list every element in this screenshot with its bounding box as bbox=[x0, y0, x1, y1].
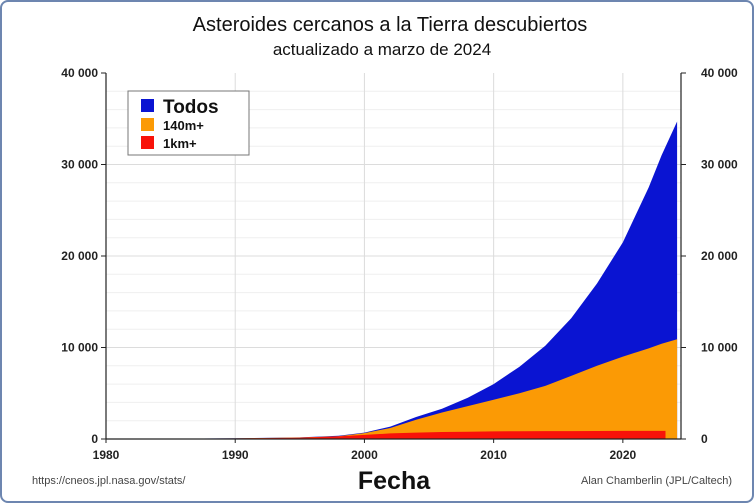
title-box bbox=[154, 6, 640, 62]
y-tick-label-right: 40 000 bbox=[701, 66, 738, 80]
legend-swatch-1km bbox=[141, 136, 154, 149]
y-tick-label-left: 0 bbox=[91, 432, 98, 446]
x-tick-label: 2010 bbox=[480, 448, 507, 462]
y-tick-label-left: 30 000 bbox=[61, 158, 98, 172]
y-tick-label-right: 20 000 bbox=[701, 249, 738, 263]
chart-subtitle: actualizado a marzo de 2024 bbox=[273, 40, 491, 59]
chart-title: Asteroides cercanos a la Tierra descubie… bbox=[193, 14, 588, 36]
ticks: 0 0 10 000 10 000 20 000 20 000 30 000 30 000 40… bbox=[61, 66, 738, 462]
legend: Todos 140m+ 1km+ bbox=[127, 90, 250, 156]
area-series-1 bbox=[106, 339, 678, 439]
xlabel-box bbox=[328, 464, 460, 496]
y-tick-label-right: 10 000 bbox=[701, 341, 738, 355]
x-tick-label: 2000 bbox=[351, 448, 378, 462]
y-tick-label-left: 40 000 bbox=[61, 66, 98, 80]
legend-label-1km: 1km+ bbox=[163, 136, 197, 151]
area-series-2 bbox=[106, 430, 666, 439]
areas bbox=[106, 121, 678, 439]
x-tick-label: 1980 bbox=[93, 448, 120, 462]
x-tick-label: 2020 bbox=[610, 448, 637, 462]
area-series-0 bbox=[106, 121, 678, 439]
grid bbox=[105, 73, 681, 439]
legend-label-140m: 140m+ bbox=[163, 118, 204, 133]
legend-label-todos: Todos bbox=[163, 97, 219, 118]
y-tick-label-left: 20 000 bbox=[61, 249, 98, 263]
y-tick-label-right: 0 bbox=[701, 432, 708, 446]
y-tick-label-left: 10 000 bbox=[61, 341, 98, 355]
source-url[interactable]: https://cneos.jpl.nasa.gov/stats/ bbox=[32, 475, 186, 487]
legend-swatch-140m bbox=[141, 118, 154, 131]
x-axis-label: Fecha bbox=[358, 467, 431, 495]
x-tick-label: 1990 bbox=[222, 448, 249, 462]
y-tick-label-right: 30 000 bbox=[701, 158, 738, 172]
legend-swatch-todos bbox=[141, 99, 154, 112]
credit: Alan Chamberlin (JPL/Caltech) bbox=[581, 475, 732, 487]
